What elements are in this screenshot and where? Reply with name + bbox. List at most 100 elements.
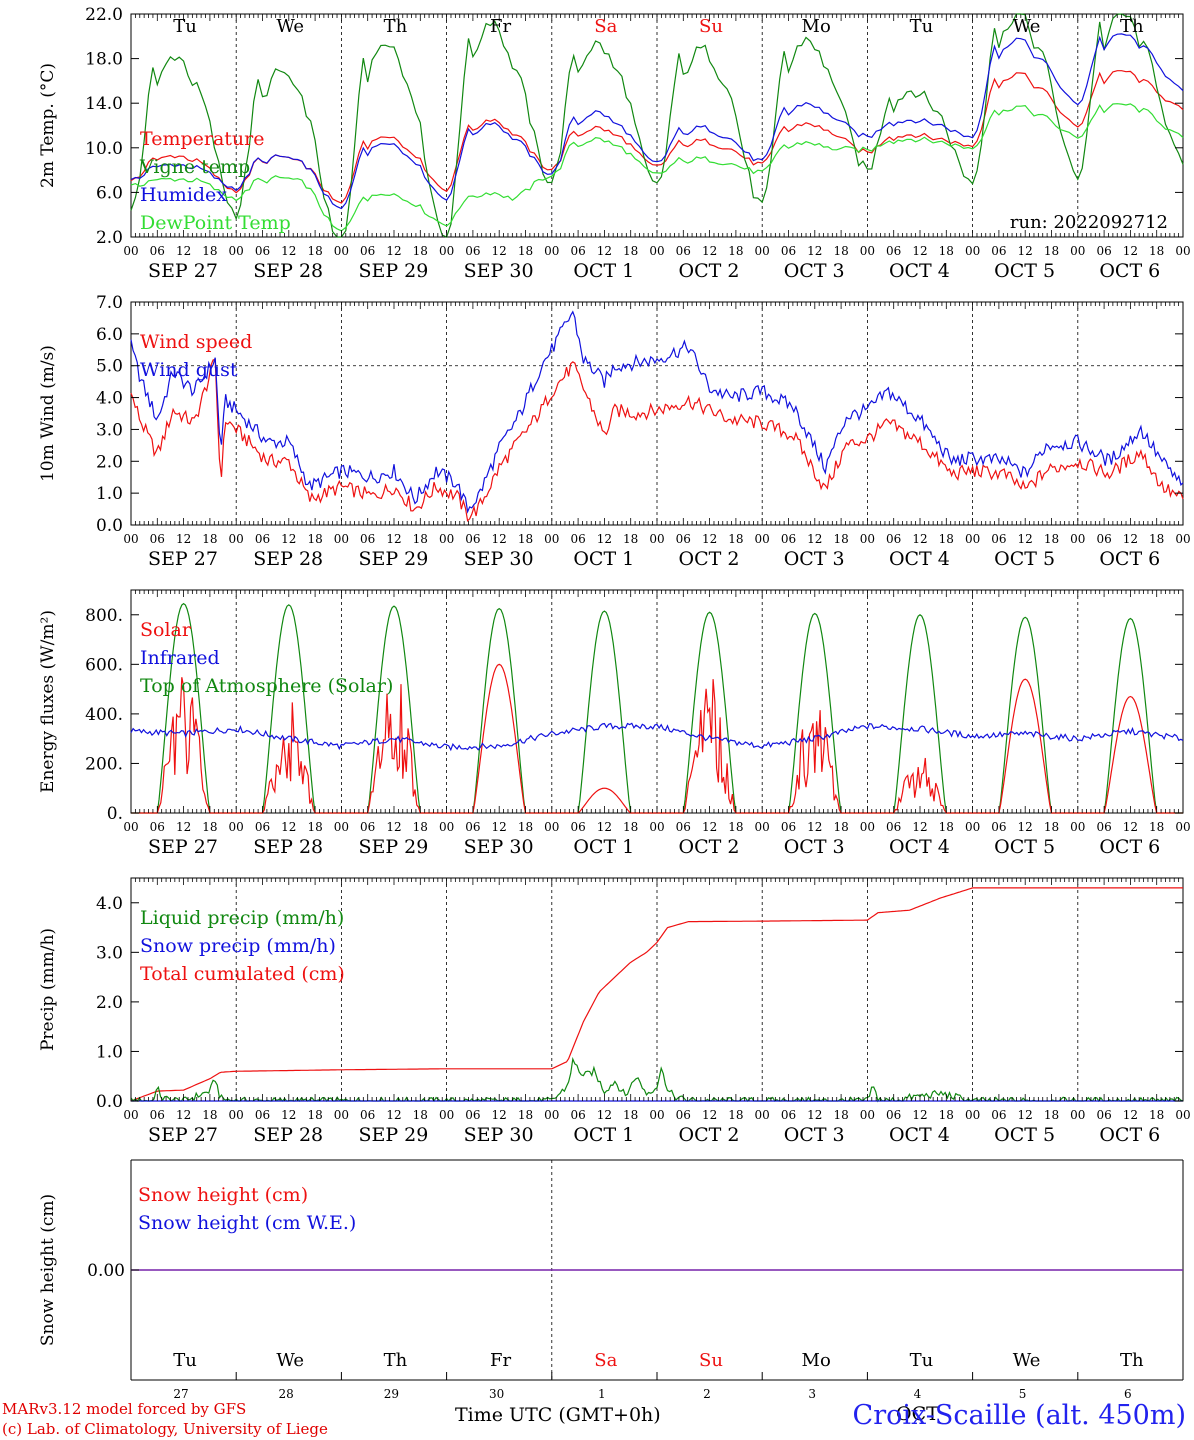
credit-model: MARv3.12 model forced by GFS [2, 1400, 247, 1418]
hour-label: 12 [597, 532, 612, 546]
hour-label: 00 [965, 1108, 980, 1122]
hour-label: 00 [1175, 1108, 1190, 1122]
hour-label: 18 [1044, 1108, 1059, 1122]
run-annotation: run: 2022092712 [1010, 212, 1168, 233]
hour-label: 00 [649, 244, 664, 258]
hour-label: 06 [781, 820, 796, 834]
day-name: Tu [173, 1350, 197, 1371]
hour-label: 18 [1149, 1108, 1164, 1122]
hour-label: 18 [202, 532, 217, 546]
hour-label: 12 [492, 1108, 507, 1122]
date-label: SEP 27 [148, 836, 218, 858]
hour-label: 00 [1175, 244, 1190, 258]
date-label: OCT 3 [784, 1124, 845, 1146]
hour-label: 00 [229, 1108, 244, 1122]
date-label: OCT 6 [1099, 1124, 1160, 1146]
day-number: 29 [384, 1387, 399, 1401]
hour-label: 06 [991, 532, 1006, 546]
hour-label: 12 [702, 244, 717, 258]
hour-label: 00 [755, 1108, 770, 1122]
hour-label: 18 [728, 532, 743, 546]
hour-label: 00 [755, 532, 770, 546]
hour-label: 00 [229, 532, 244, 546]
hour-label: 06 [991, 1108, 1006, 1122]
hour-label: 00 [229, 820, 244, 834]
x-axis-title: Time UTC (GMT+0h) [455, 1404, 661, 1426]
hour-label: 00 [544, 1108, 559, 1122]
legend-entry: Temperature [140, 128, 264, 150]
day-number: 4 [914, 1387, 922, 1401]
date-label: OCT 1 [573, 548, 634, 570]
hour-label: 00 [439, 244, 454, 258]
hour-label: 12 [1123, 820, 1138, 834]
hour-label: 00 [965, 820, 980, 834]
y-tick-label: 6.0 [96, 325, 123, 345]
hour-label: 00 [860, 532, 875, 546]
hour-label: 06 [991, 244, 1006, 258]
hour-label: 12 [281, 532, 296, 546]
hour-label: 00 [334, 1108, 349, 1122]
day-name: We [1013, 16, 1041, 37]
hour-label: 18 [413, 820, 428, 834]
hour-label: 00 [965, 532, 980, 546]
y-tick-label: 4.0 [96, 894, 123, 914]
hour-label: 12 [702, 1108, 717, 1122]
hour-label: 00 [860, 244, 875, 258]
date-label: SEP 27 [148, 548, 218, 570]
plot-frame-3 [130, 589, 1184, 814]
hour-label: 06 [150, 244, 165, 258]
day-number: 5 [1019, 1387, 1027, 1401]
hour-label: 18 [307, 820, 322, 834]
hour-label: 06 [255, 1108, 270, 1122]
hour-label: 00 [334, 244, 349, 258]
hour-label: 00 [649, 1108, 664, 1122]
hour-label: 06 [255, 532, 270, 546]
date-label: SEP 30 [464, 836, 534, 858]
hour-label: 12 [1018, 244, 1033, 258]
date-label: SEP 29 [358, 836, 428, 858]
hour-label: 00 [123, 532, 138, 546]
hour-label: 12 [1123, 244, 1138, 258]
hour-label: 00 [439, 820, 454, 834]
y-tick-label: 2.0 [96, 993, 123, 1013]
date-label: SEP 29 [358, 260, 428, 282]
hour-label: 00 [1070, 532, 1085, 546]
y-tick-label: 2.0 [96, 452, 123, 472]
hour-label: 06 [676, 1108, 691, 1122]
hour-label: 12 [912, 244, 927, 258]
hour-label: 06 [676, 820, 691, 834]
hour-label: 06 [1096, 820, 1111, 834]
plot-frame-2 [130, 301, 1184, 526]
hour-label: 12 [281, 244, 296, 258]
y-axis-label-4: Precip (mm/h) [38, 928, 58, 1051]
day-name: Th [384, 1350, 408, 1371]
date-label: OCT 3 [784, 260, 845, 282]
y-axis-label-2: 10m Wind (m/s) [38, 345, 58, 482]
day-name: Sa [594, 16, 617, 37]
hour-label: 06 [570, 820, 585, 834]
hour-label: 06 [150, 532, 165, 546]
hour-label: 12 [176, 244, 191, 258]
day-number: 30 [489, 1387, 504, 1401]
date-label: OCT 1 [573, 1124, 634, 1146]
hour-label: 12 [492, 820, 507, 834]
hour-label: 06 [570, 532, 585, 546]
hour-label: 18 [728, 820, 743, 834]
y-tick-label: 1.0 [96, 484, 123, 504]
hour-label: 06 [1096, 1108, 1111, 1122]
hour-label: 12 [281, 820, 296, 834]
hour-label: 18 [518, 244, 533, 258]
hour-label: 12 [386, 532, 401, 546]
hour-label: 06 [1096, 532, 1111, 546]
date-label: OCT 6 [1099, 836, 1160, 858]
date-label: SEP 28 [253, 836, 323, 858]
hour-label: 00 [649, 532, 664, 546]
hour-label: 06 [781, 1108, 796, 1122]
day-name: Fr [490, 16, 511, 37]
hour-label: 00 [334, 532, 349, 546]
hour-label: 18 [939, 1108, 954, 1122]
hour-label: 18 [1149, 820, 1164, 834]
hour-label: 12 [492, 244, 507, 258]
hour-label: 12 [1123, 1108, 1138, 1122]
hour-label: 18 [413, 1108, 428, 1122]
